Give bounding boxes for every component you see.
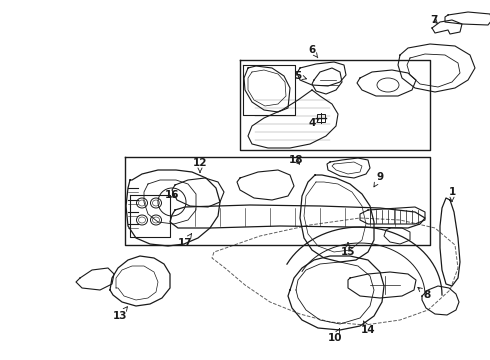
Text: 13: 13 <box>113 307 127 321</box>
Text: 16: 16 <box>165 190 179 200</box>
Text: 2: 2 <box>0 359 1 360</box>
Text: 9: 9 <box>374 172 384 187</box>
Text: 7: 7 <box>430 15 438 25</box>
Bar <box>317 114 325 122</box>
Text: 6: 6 <box>308 45 318 58</box>
Text: 10: 10 <box>328 329 342 343</box>
Text: 18: 18 <box>289 155 303 165</box>
Text: 14: 14 <box>361 321 375 335</box>
Text: 3: 3 <box>0 359 1 360</box>
Text: 8: 8 <box>418 287 431 300</box>
Text: 11: 11 <box>0 359 1 360</box>
Text: 1: 1 <box>448 187 456 202</box>
Text: 5: 5 <box>294 71 306 81</box>
Text: 4: 4 <box>308 118 319 128</box>
Text: 12: 12 <box>193 158 207 172</box>
Text: 15: 15 <box>341 243 355 257</box>
Text: 17: 17 <box>178 234 192 248</box>
